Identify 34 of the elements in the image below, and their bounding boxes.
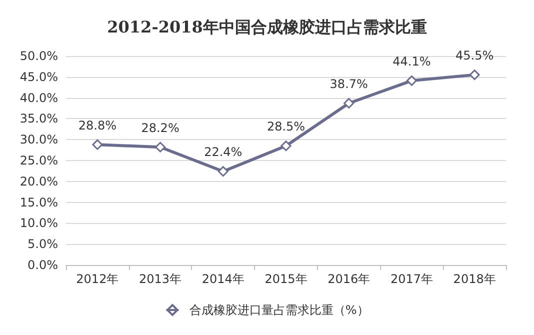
y-tick-label: 15.0% xyxy=(20,195,58,210)
y-tick-label: 25.0% xyxy=(20,154,58,168)
y-tick-label: 35.0% xyxy=(20,112,58,126)
x-tick-label: 2016年 xyxy=(328,272,370,286)
y-tick-label: 20.0% xyxy=(20,174,58,188)
point xyxy=(155,142,166,152)
y-tick-label: 30.0% xyxy=(20,132,58,147)
data-label: 28.8% xyxy=(78,118,116,132)
point xyxy=(280,140,292,152)
data-label: 45.5% xyxy=(456,48,494,63)
x-tick-label: 2017年 xyxy=(390,272,433,286)
point xyxy=(344,98,354,108)
x-tick-label: 2013年 xyxy=(139,272,182,286)
chart-title: 2012-2018年中国合成橡胶进口占需求比重 xyxy=(107,18,427,36)
point xyxy=(92,139,103,150)
point xyxy=(218,166,228,177)
y-tick-label: 50.0% xyxy=(20,49,58,63)
legend-label: 合成橡胶进口量占需求比重（%） xyxy=(189,303,369,317)
y-tick-label: 45.0% xyxy=(20,70,58,84)
y-tick-label: 0.0% xyxy=(28,258,58,272)
data-label: 38.7% xyxy=(330,76,368,91)
x-tick-label: 2018年 xyxy=(453,272,496,286)
data-label: 28.2% xyxy=(141,120,180,135)
x-tick-label: 2012年 xyxy=(76,272,119,286)
x-tick-label: 2015年 xyxy=(264,272,308,286)
y-tick-label: 10.0% xyxy=(20,216,58,230)
point xyxy=(406,75,417,86)
y-tick-label: 40.0% xyxy=(20,90,58,105)
point xyxy=(469,70,480,80)
y-tick-label: 5.0% xyxy=(28,237,58,252)
data-label: 22.4% xyxy=(204,145,242,160)
data-label: 44.1% xyxy=(392,54,431,68)
x-tick-label: 2014年 xyxy=(202,272,244,286)
data-label: 28.5% xyxy=(266,120,306,134)
